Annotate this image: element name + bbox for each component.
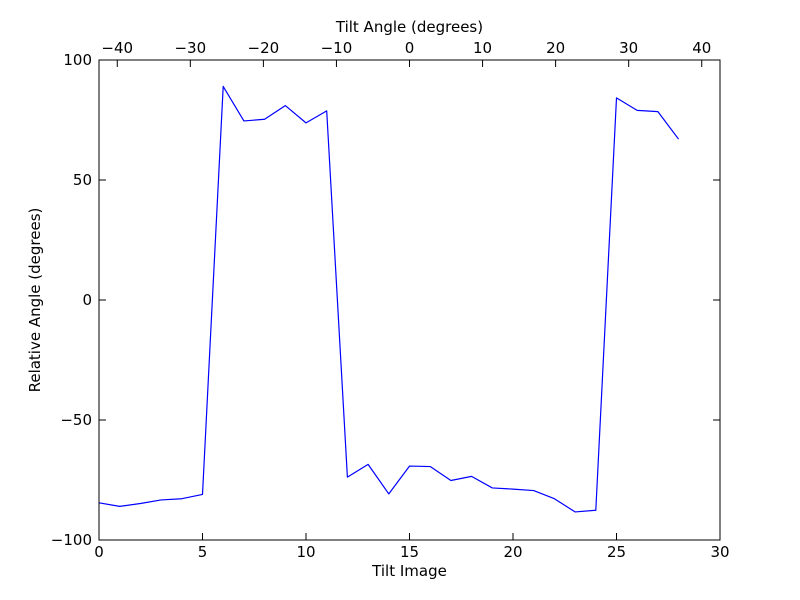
y-tick-label: 0 bbox=[82, 291, 92, 309]
x-tick-label: 20 bbox=[503, 543, 522, 561]
x2-tick-label: 0 bbox=[405, 39, 415, 57]
x-tick-label: 15 bbox=[400, 543, 419, 561]
x2-tick-label: −20 bbox=[248, 39, 280, 57]
x-axis-label: Tilt Image bbox=[371, 562, 447, 580]
plot-layer bbox=[98, 85, 680, 513]
plot-frame bbox=[98, 59, 721, 541]
y-tick-label: −100 bbox=[51, 531, 92, 549]
x-tick-label: 0 bbox=[94, 543, 104, 561]
y-tick-label: 100 bbox=[63, 51, 92, 69]
x2-tick-label: 40 bbox=[692, 39, 711, 57]
y-tick-label: −50 bbox=[60, 411, 92, 429]
ticks-layer: 0 5 10 15 20 25 30−40 −30 −20 −10 0 10 20 30 40−100−50… bbox=[51, 39, 730, 561]
x2-tick-label: −10 bbox=[321, 39, 353, 57]
x2-tick-label: −40 bbox=[101, 39, 133, 57]
series-line-0 bbox=[98, 85, 680, 513]
x2-tick-label: 20 bbox=[546, 39, 565, 57]
x2-tick-label: 30 bbox=[619, 39, 638, 57]
x2-tick-label: 10 bbox=[473, 39, 492, 57]
x2-tick-label: −30 bbox=[174, 39, 206, 57]
x-tick-label: 30 bbox=[710, 543, 729, 561]
x-tick-label: 25 bbox=[607, 543, 626, 561]
x-tick-label: 5 bbox=[198, 543, 208, 561]
x-tick-label: 10 bbox=[296, 543, 315, 561]
x2-axis-label: Tilt Angle (degrees) bbox=[335, 18, 483, 36]
y-axis-label: Relative Angle (degrees) bbox=[26, 208, 44, 393]
y-tick-label: 50 bbox=[73, 171, 92, 189]
